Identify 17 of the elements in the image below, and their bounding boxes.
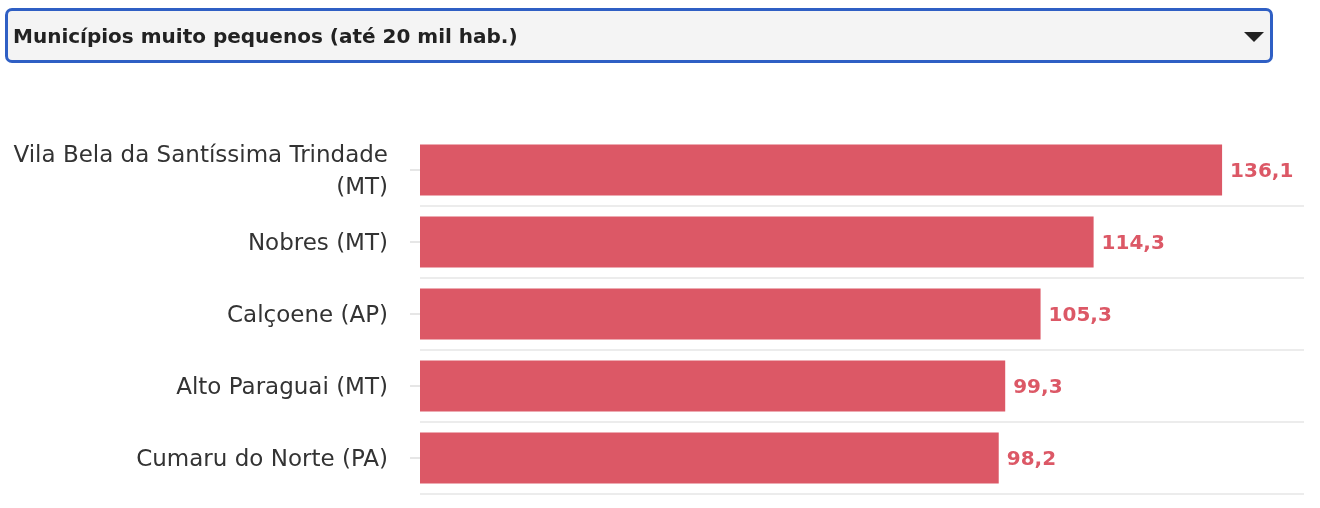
y-tick-label: Alto Paraguai (MT) xyxy=(176,373,388,399)
dropdown: Municípios muito pequenos (até 20 mil hab.) xyxy=(5,8,1273,63)
chart-title: Municípios muito pequenos (até 20 mil hab.) xyxy=(13,23,518,48)
y-tick-label: Calçoene (AP) xyxy=(227,301,388,327)
y-tick-label: Nobres (MT) xyxy=(247,229,388,255)
data-label: 136,1 xyxy=(1230,158,1294,182)
data-label: 98,2 xyxy=(1006,446,1057,470)
data-label: 99,3 xyxy=(1013,374,1063,398)
bar xyxy=(420,432,999,484)
bar xyxy=(420,288,1041,340)
bar xyxy=(420,216,1094,268)
y-tick-label: Cumaru do Norte (PA) xyxy=(136,445,388,471)
data-label: 114,3 xyxy=(1101,230,1165,254)
bar xyxy=(420,144,1223,196)
data-label: 105,3 xyxy=(1048,302,1112,326)
bar xyxy=(420,360,1006,412)
y-tick-label: Vila Bela da Santíssima Trindade (MT) xyxy=(13,141,388,199)
